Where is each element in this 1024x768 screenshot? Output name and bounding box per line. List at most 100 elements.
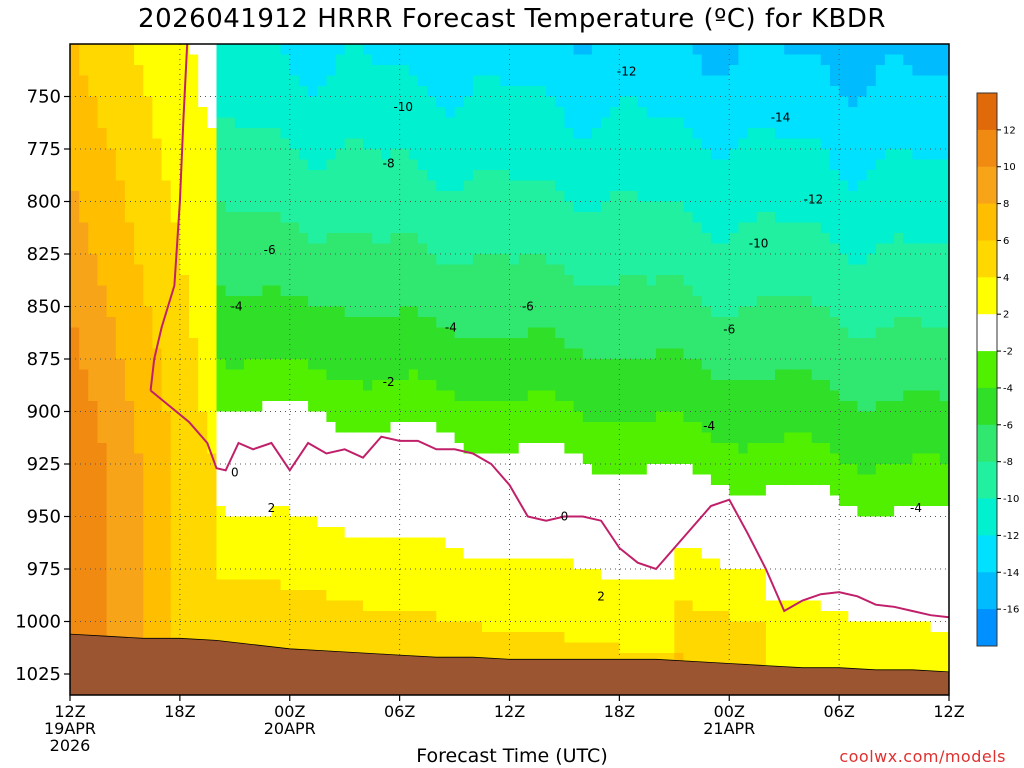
- temperature-cell: [656, 296, 666, 308]
- temperature-cell: [482, 201, 492, 213]
- temperature-cell: [463, 632, 474, 644]
- temperature-cell: [582, 44, 593, 56]
- temperature-cell: [408, 264, 419, 276]
- temperature-cell: [70, 474, 80, 486]
- temperature-cell: [537, 243, 547, 255]
- temperature-cell: [262, 96, 273, 108]
- temperature-cell: [399, 222, 410, 234]
- temperature-cell: [656, 159, 666, 171]
- temperature-cell: [500, 359, 511, 371]
- temperature-cell: [482, 149, 492, 161]
- temperature-cell: [363, 264, 373, 276]
- temperature-cell: [610, 254, 620, 266]
- temperature-cell: [179, 149, 190, 161]
- temperature-cell: [527, 359, 538, 371]
- temperature-cell: [289, 485, 300, 497]
- temperature-cell: [372, 180, 382, 192]
- temperature-cell: [198, 212, 208, 224]
- temperature-cell: [720, 285, 730, 297]
- temperature-cell: [124, 264, 135, 276]
- temperature-cell: [738, 306, 749, 318]
- temperature-cell: [244, 600, 254, 612]
- temperature-cell: [298, 264, 309, 276]
- temperature-cell: [756, 548, 767, 560]
- temperature-cell: [710, 54, 721, 66]
- temperature-cell: [564, 285, 575, 297]
- temperature-cell: [628, 54, 639, 66]
- temperature-cell: [79, 212, 89, 224]
- temperature-cell: [445, 201, 456, 213]
- temperature-cell: [546, 149, 556, 161]
- temperature-cell: [472, 117, 483, 129]
- temperature-cell: [628, 611, 639, 623]
- temperature-cell: [134, 191, 144, 203]
- temperature-cell: [363, 464, 373, 476]
- temperature-cell: [70, 600, 80, 612]
- temperature-cell: [115, 338, 126, 350]
- temperature-cell: [408, 401, 419, 413]
- temperature-cell: [417, 411, 428, 423]
- temperature-cell: [143, 548, 154, 560]
- temperature-cell: [793, 464, 804, 476]
- temperature-cell: [720, 264, 730, 276]
- temperature-cell: [802, 75, 813, 87]
- temperature-cell: [427, 516, 437, 528]
- temperature-cell: [665, 306, 675, 318]
- temperature-cell: [591, 149, 602, 161]
- temperature-cell: [701, 453, 712, 465]
- temperature-cell: [399, 54, 410, 66]
- temperature-cell: [793, 485, 804, 497]
- temperature-cell: [582, 537, 593, 549]
- temperature-cell: [445, 411, 456, 423]
- temperature-cell: [591, 653, 602, 665]
- temperature-cell: [88, 579, 99, 591]
- temperature-cell: [225, 632, 236, 644]
- temperature-cell: [701, 485, 712, 497]
- temperature-cell: [472, 432, 483, 444]
- temperature-cell: [472, 390, 483, 402]
- temperature-cell: [701, 579, 712, 591]
- temperature-cell: [115, 201, 126, 213]
- temperature-cell: [710, 411, 721, 423]
- temperature-cell: [692, 653, 703, 665]
- temperature-cell: [518, 201, 529, 213]
- temperature-cell: [363, 317, 373, 329]
- temperature-cell: [79, 254, 89, 266]
- temperature-cell: [537, 600, 547, 612]
- temperature-cell: [335, 611, 346, 623]
- temperature-cell: [527, 338, 538, 350]
- temperature-cell: [170, 611, 181, 623]
- temperature-cell: [372, 527, 382, 539]
- temperature-cell: [436, 464, 447, 476]
- temperature-cell: [701, 327, 712, 339]
- temperature-cell: [619, 159, 630, 171]
- temperature-cell: [527, 233, 538, 245]
- temperature-cell: [665, 128, 675, 140]
- temperature-cell: [802, 254, 813, 266]
- temperature-cell: [482, 222, 492, 234]
- temperature-cell: [344, 506, 355, 518]
- temperature-cell: [207, 611, 218, 623]
- temperature-cell: [308, 243, 318, 255]
- temperature-cell: [656, 65, 666, 77]
- temperature-cell: [308, 443, 318, 455]
- temperature-cell: [115, 180, 126, 192]
- temperature-cell: [573, 600, 584, 612]
- temperature-cell: [500, 527, 511, 539]
- temperature-cell: [70, 128, 80, 140]
- temperature-cell: [692, 411, 703, 423]
- temperature-cell: [564, 128, 575, 140]
- temperature-cell: [115, 558, 126, 570]
- temperature-cell: [88, 317, 99, 329]
- temperature-cell: [170, 138, 181, 150]
- temperature-cell: [619, 590, 630, 602]
- temperature-cell: [289, 527, 300, 539]
- temperature-cell: [756, 359, 767, 371]
- temperature-cell: [509, 327, 520, 339]
- temperature-cell: [793, 474, 804, 486]
- temperature-cell: [674, 653, 685, 665]
- temperature-cell: [509, 453, 520, 465]
- temperature-cell: [747, 75, 758, 87]
- temperature-cell: [665, 453, 675, 465]
- temperature-cell: [793, 296, 804, 308]
